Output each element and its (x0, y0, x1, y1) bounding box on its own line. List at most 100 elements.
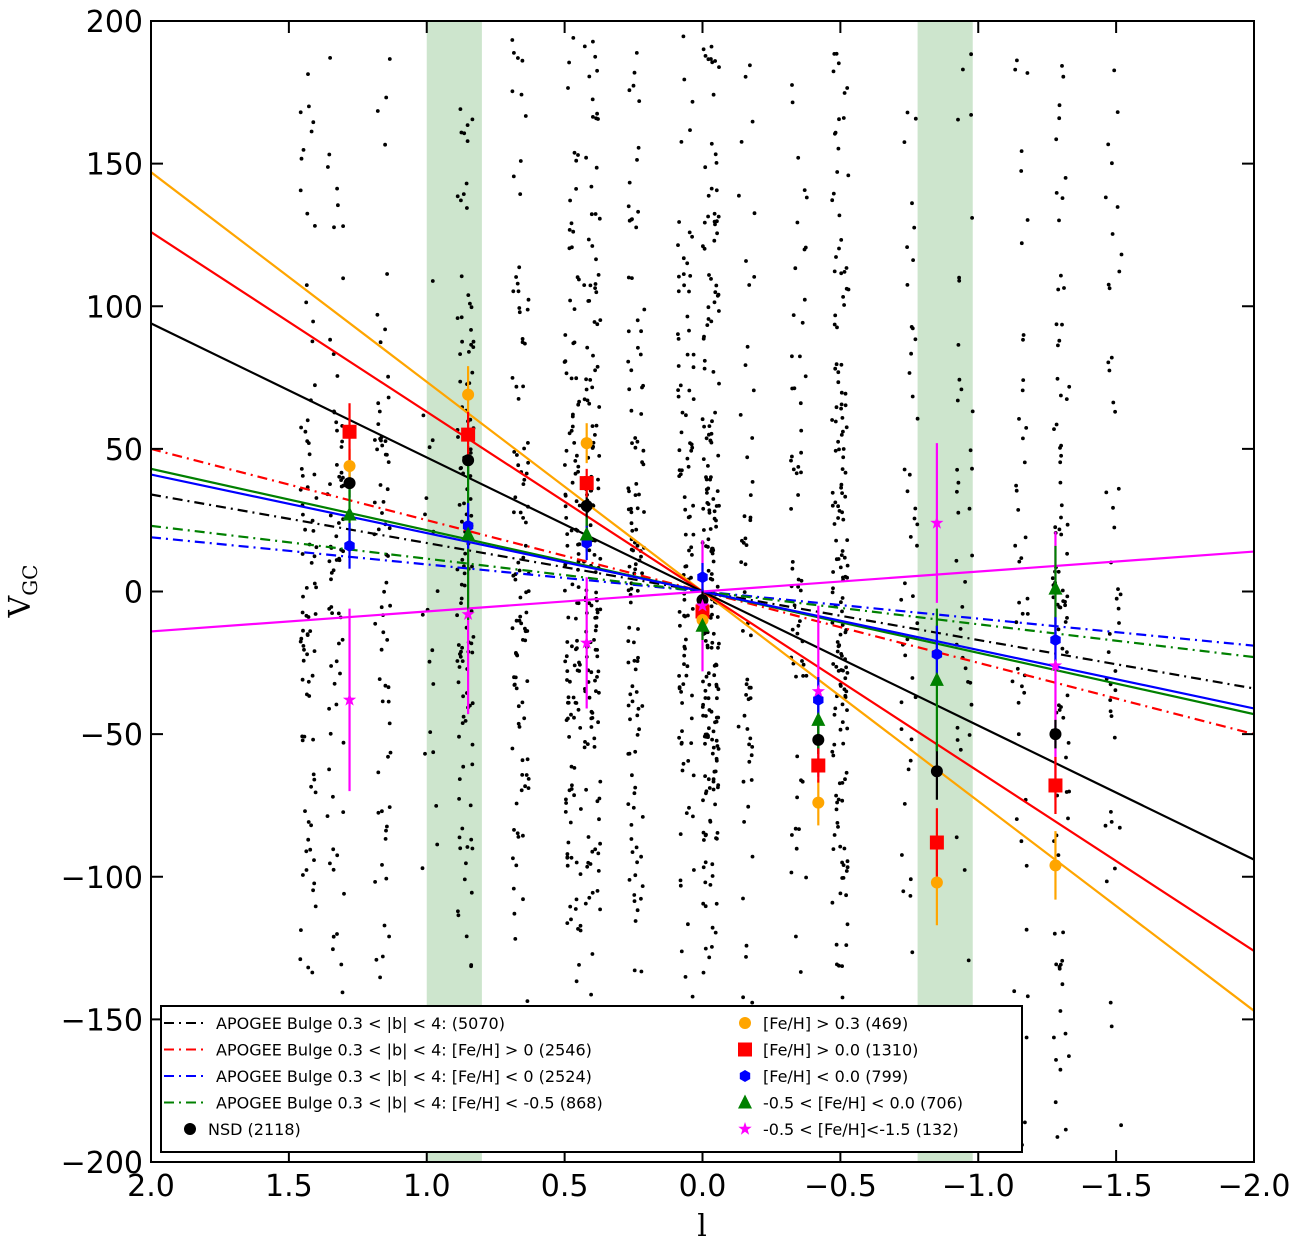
star-point (796, 584, 800, 589)
star-point (831, 570, 835, 574)
star-point (583, 901, 588, 906)
star-point (565, 863, 570, 868)
star-point (519, 788, 524, 793)
star-point (1060, 64, 1064, 68)
star-point (524, 610, 529, 615)
star-point (843, 695, 848, 699)
star-point (574, 187, 578, 191)
star-point (1054, 422, 1059, 427)
star-point (682, 77, 687, 82)
x-tick-label: −1.5 (1080, 1169, 1153, 1204)
star-point (590, 952, 595, 956)
star-point (569, 855, 574, 860)
data-point (580, 635, 594, 649)
star-point (750, 119, 755, 124)
star-point (1058, 480, 1063, 485)
star-point (574, 376, 579, 381)
data-point (812, 796, 825, 809)
star-point (1058, 1009, 1063, 1013)
star-point (331, 934, 336, 939)
star-point (423, 751, 427, 756)
star-point (373, 438, 377, 442)
star-point (570, 783, 574, 788)
legend-label: NSD (2118) (208, 1120, 301, 1139)
star-point (704, 544, 708, 548)
star-point (335, 932, 339, 936)
star-point (457, 665, 462, 669)
star-point (517, 265, 522, 270)
star-point (511, 886, 516, 891)
star-point (791, 313, 796, 317)
star-point (709, 604, 714, 609)
star-point (586, 237, 591, 242)
legend-label: APOGEE Bulge 0.3 < |b| < 4: [Fe/H] > 0 (… (216, 1041, 592, 1060)
star-point (1067, 384, 1072, 389)
star-point (1107, 632, 1112, 636)
star-point (691, 503, 695, 508)
star-point (840, 491, 844, 495)
star-point (742, 514, 747, 519)
star-point (682, 495, 687, 499)
star-point (520, 58, 525, 63)
star-point (526, 589, 531, 593)
star-point (1059, 532, 1064, 537)
star-point (833, 419, 838, 424)
star-point (1012, 989, 1017, 994)
star-point (682, 283, 686, 288)
star-point (512, 683, 517, 687)
star-point (845, 859, 850, 864)
star-point (714, 188, 719, 193)
star-point (738, 413, 743, 417)
star-point (565, 543, 570, 548)
star-point (586, 299, 591, 303)
star-point (1107, 368, 1112, 373)
star-point (335, 463, 339, 467)
star-point (684, 673, 689, 678)
star-point (1109, 714, 1114, 718)
data-point (579, 476, 594, 491)
star-point (520, 700, 525, 705)
star-point (584, 155, 588, 160)
star-point (311, 120, 316, 125)
star-point (709, 186, 714, 191)
star-point (685, 352, 690, 357)
star-point (841, 741, 846, 746)
star-point (525, 307, 530, 312)
star-point (1065, 551, 1069, 556)
star-point (677, 735, 681, 740)
star-point (465, 139, 470, 144)
star-point (676, 289, 681, 294)
star-point (690, 693, 694, 698)
star-point (526, 297, 531, 302)
star-point (836, 504, 840, 509)
star-point (702, 424, 706, 429)
star-point (638, 352, 643, 357)
star-point (1111, 400, 1116, 405)
star-point (1060, 646, 1065, 651)
star-point (470, 650, 475, 655)
star-point (687, 805, 691, 810)
star-point (430, 438, 435, 443)
star-point (634, 845, 639, 850)
star-point (576, 542, 580, 547)
star-point (1113, 409, 1117, 414)
star-point (841, 575, 845, 580)
star-point (586, 835, 591, 839)
star-point (707, 432, 711, 437)
star-point (1065, 650, 1069, 654)
star-point (570, 245, 574, 250)
star-point (520, 773, 525, 777)
star-point (714, 504, 719, 508)
star-point (678, 383, 683, 388)
star-point (424, 496, 429, 500)
star-point (834, 664, 839, 669)
star-point (331, 947, 335, 952)
y-tick-label: 200 (86, 5, 143, 40)
star-point (513, 675, 518, 680)
data-point (462, 519, 474, 532)
star-point (955, 489, 959, 494)
star-point (595, 799, 600, 804)
star-point (332, 681, 337, 686)
star-point (749, 633, 753, 638)
star-point (590, 849, 595, 854)
